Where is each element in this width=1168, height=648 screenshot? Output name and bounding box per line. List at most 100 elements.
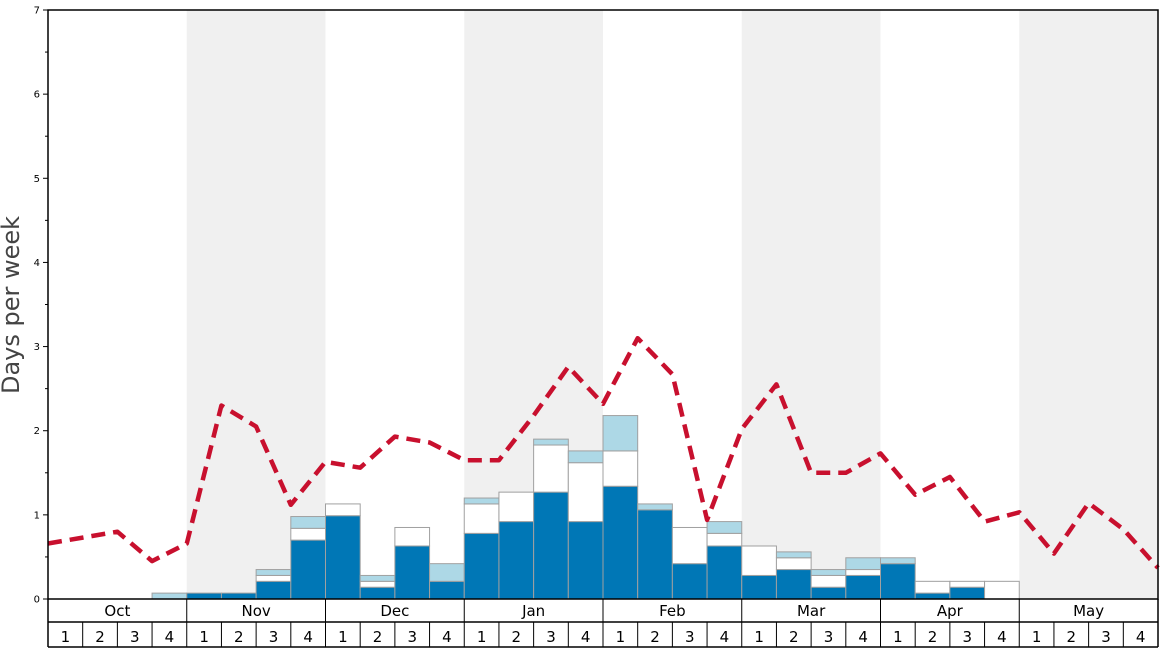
bar-dark [637, 509, 673, 600]
y-tick-label: 2 [34, 426, 40, 437]
month-label-nov: Nov [241, 602, 270, 620]
bar-white [845, 569, 881, 576]
bar-dark [359, 586, 396, 600]
bars [151, 415, 1020, 600]
week-label: 2 [1067, 628, 1077, 646]
bar-white [498, 491, 535, 523]
x-axis: Oct 1 2 3 4 Nov 1 2 3 4 Dec 1 2 3 4 Jan 1 2 3 4 Feb 1 2 3 4 Mar 1 2… [47, 599, 1159, 648]
week-label: 3 [685, 628, 695, 646]
bar-white [741, 545, 777, 576]
bar-light [359, 574, 396, 582]
y-tick-label: 1 [34, 510, 40, 521]
week-label: 1 [61, 628, 71, 646]
y-tick-label: 4 [34, 258, 40, 269]
week-label: 4 [303, 628, 313, 646]
month-label-jan: Jan [521, 602, 545, 620]
week-label: 2 [234, 628, 244, 646]
bar-dark [394, 545, 431, 600]
bar-dark [533, 491, 569, 600]
week-label: 3 [269, 628, 279, 646]
week-label: 2 [789, 628, 799, 646]
bar-dark [220, 592, 257, 600]
week-label: 3 [407, 628, 417, 646]
month-label-mar: Mar [797, 602, 826, 620]
bar-dark [602, 485, 639, 600]
week-label: 3 [962, 628, 972, 646]
week-label: 2 [373, 628, 383, 646]
y-axis-label: Days per week [0, 216, 25, 394]
bar-white [290, 527, 326, 541]
bar-dark [429, 580, 465, 600]
week-label: 3 [130, 628, 140, 646]
week-label: 3 [1101, 628, 1111, 646]
bar-light [151, 592, 188, 600]
month-label-dec: Dec [380, 602, 409, 620]
week-label: 2 [650, 628, 660, 646]
bar-dark [880, 563, 916, 600]
week-label: 4 [581, 628, 591, 646]
bar-dark [741, 574, 777, 600]
bar-light [706, 521, 743, 534]
bar-white [671, 526, 708, 565]
week-label: 3 [824, 628, 834, 646]
bar-white [602, 450, 639, 487]
bar-dark [463, 532, 500, 600]
week-label: 2 [512, 628, 522, 646]
bar-dark [706, 545, 743, 600]
week-label: 1 [893, 628, 903, 646]
y-tick-label: 0 [34, 595, 40, 606]
bar-white [775, 557, 812, 571]
bar-white [359, 580, 396, 588]
bar-dark [810, 586, 847, 600]
week-label: 4 [1136, 628, 1146, 646]
month-label-oct: Oct [104, 602, 130, 620]
bar-white [810, 574, 847, 588]
bar-light [637, 503, 673, 511]
y-axis: 0 1 2 3 4 5 6 7 [34, 6, 48, 606]
month-label-apr: Apr [937, 602, 964, 620]
y-tick-label: 5 [34, 174, 40, 185]
week-label: 1 [754, 628, 764, 646]
bar-light [567, 450, 604, 464]
bar-white [914, 580, 951, 594]
week-label: 1 [477, 628, 487, 646]
week-label: 2 [928, 628, 938, 646]
y-tick-label: 6 [34, 90, 40, 101]
bar-dark [775, 569, 812, 600]
y-tick-label: 3 [34, 342, 40, 353]
bar-dark [845, 574, 881, 600]
bar-dark [290, 539, 326, 600]
bar-light [880, 557, 916, 565]
bar-light [845, 557, 881, 571]
bar-white [394, 526, 431, 547]
week-label: 2 [95, 628, 105, 646]
bar-dark [567, 521, 604, 600]
bar-dark [671, 563, 708, 600]
month-label-may: May [1073, 602, 1104, 620]
bar-white [949, 580, 986, 588]
trend-line-layer [47, 335, 1160, 570]
bar-white [325, 503, 361, 517]
week-label: 3 [546, 628, 556, 646]
week-label: 4 [720, 628, 730, 646]
week-label: 1 [199, 628, 209, 646]
bar-white [706, 532, 743, 547]
bar-dark [949, 586, 986, 600]
month-shading [186, 10, 1158, 599]
week-label: 4 [997, 628, 1007, 646]
bar-light [775, 551, 812, 559]
bar-light [290, 516, 326, 529]
month-shade-nov [186, 10, 326, 599]
bar-white [567, 462, 604, 523]
bar-light [463, 497, 500, 505]
trend-line [47, 335, 1160, 570]
month-shade-mar [741, 10, 881, 599]
week-label: 1 [338, 628, 348, 646]
bar-white [463, 503, 500, 534]
week-label: 1 [1032, 628, 1042, 646]
bar-light [429, 563, 465, 582]
bar-light [602, 415, 639, 452]
bar-white [255, 574, 292, 582]
week-label: 4 [165, 628, 175, 646]
